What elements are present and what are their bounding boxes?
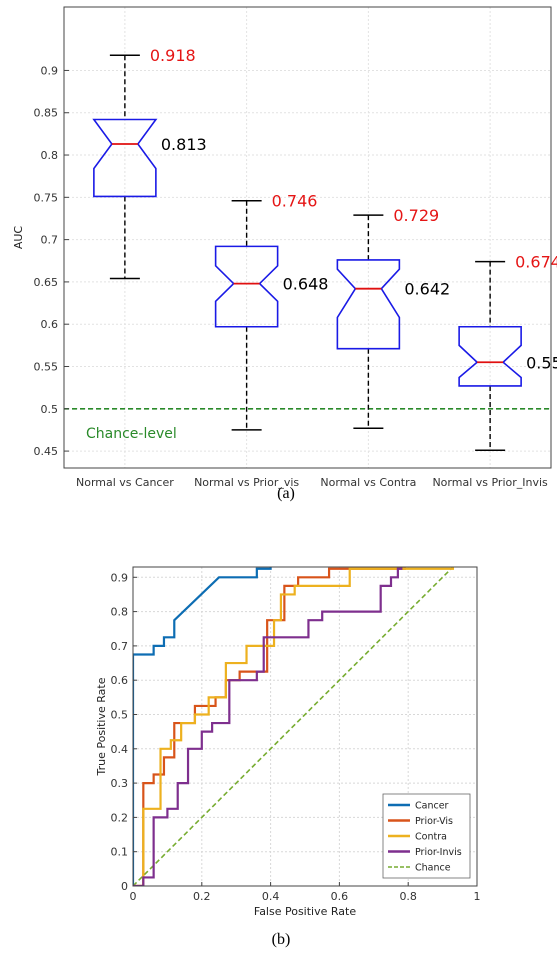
roc-x-tick-label: 0.6 [331,890,349,903]
x-category-label: Normal vs Cancer [76,476,174,489]
roc-y-tick-label: 0.2 [111,811,129,824]
x-category-label: Normal vs Prior_Invis [432,476,548,489]
roc-x-tick-label: 0.4 [262,890,280,903]
x-category-label: Normal vs Prior_vis [194,476,299,489]
notched-box [458,325,522,387]
caption-a: (a) [277,485,295,502]
roc-curve-cancer [133,567,272,886]
roc-legend-label: Cancer [415,801,449,812]
caption-b: (b) [272,931,291,948]
roc-y-tick-label: 0.8 [111,606,129,619]
roc-curve-chance [133,567,455,886]
notched-box [214,245,279,328]
roc-x-axis-label: False Positive Rate [254,905,356,918]
max-label: 0.918 [150,46,196,65]
roc-x-tick-label: 0 [130,890,137,903]
boxplot-figure: Chance-level 0.813 0.918 0.648 0.746 0.642 0.7… [12,6,557,502]
roc-y-tick-label: 0.1 [111,846,129,859]
roc-x-tick-label: 0.8 [399,890,417,903]
roc-curve-contra [133,567,455,886]
roc-curve-prior-invis [133,567,403,886]
y-tick-label: 0.65 [34,276,59,289]
y-tick-label: 0.45 [34,445,59,458]
roc-x-tick-label: 0.2 [193,890,211,903]
roc-legend-label: Chance [415,863,451,874]
y-tick-label: 0.8 [41,149,59,162]
roc-curves [133,567,455,886]
roc-y-tick-label: 0.3 [111,777,129,790]
roc-legend-label: Prior-Invis [415,847,462,858]
plot-area [64,7,551,468]
roc-y-tick-label: 0 [121,880,128,893]
notched-box [92,118,158,198]
y-tick-label: 0.55 [34,360,59,373]
roc-x-tick-label: 1 [474,890,481,903]
roc-frame [132,566,478,887]
median-label: 0.642 [404,280,450,299]
median-label: 0.555 [526,353,557,372]
roc-y-tick-label: 0.4 [111,743,129,756]
median-label: 0.813 [161,135,207,154]
roc-y-tick-label: 0.7 [111,640,129,653]
max-label: 0.729 [393,206,439,225]
chance-level-label: Chance-level [86,426,177,442]
roc-figure: 0 0.2 0.4 0.6 0.8 1 0 0.1 0.2 0.3 0.4 0.5 0.6 0.7 0.8 0… [95,566,481,948]
max-label: 0.746 [272,192,318,211]
roc-legend-label: Prior-Vis [415,816,453,827]
y-tick-label: 0.75 [34,191,59,204]
x-category-label: Normal vs Contra [320,476,416,489]
y-tick-label: 0.85 [34,107,59,120]
y-tick-label: 0.6 [41,318,59,331]
roc-y-tick-label: 0.9 [111,571,129,584]
roc-y-tick-label: 0.5 [111,708,129,721]
y-axis-label: AUC [12,226,25,250]
y-tick-label: 0.5 [41,403,59,416]
roc-y-tick-label: 0.6 [111,674,129,687]
roc-legend-label: Contra [415,832,447,843]
y-tick-label: 0.7 [41,234,59,247]
max-label: 0.674 [515,253,557,272]
plot-frame [63,6,552,469]
roc-y-axis-label: True Positive Rate [95,677,108,776]
median-label: 0.648 [283,275,329,294]
y-tick-label: 0.9 [41,64,59,77]
notched-box [336,259,401,350]
